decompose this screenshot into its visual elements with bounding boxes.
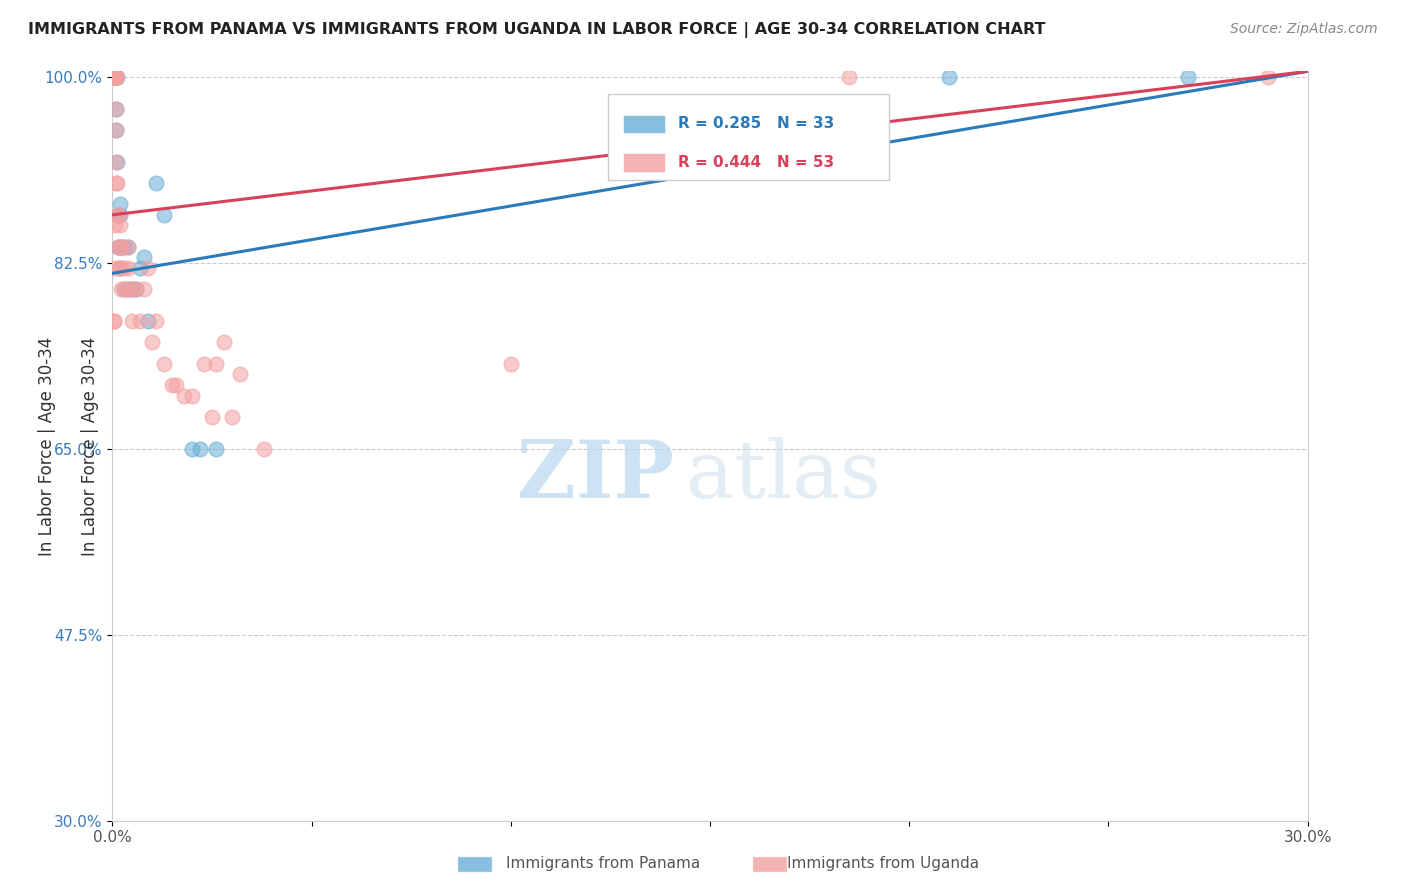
Point (103, 70, 125, 84)
Point (205, 357, 228, 371)
Point (145, 176, 167, 190)
Point (110, 219, 132, 233)
Point (110, 208, 132, 222)
Point (105, 70, 128, 84)
Text: IMMIGRANTS FROM PANAMA VS IMMIGRANTS FROM UGANDA IN LABOR FORCE | AGE 30-34 CORR: IMMIGRANTS FROM PANAMA VS IMMIGRANTS FRO… (28, 22, 1046, 38)
Point (121, 282, 143, 296)
Point (193, 357, 215, 371)
FancyBboxPatch shape (623, 153, 665, 172)
Point (114, 260, 135, 275)
Point (107, 240, 129, 254)
Point (110, 260, 132, 275)
Point (105, 70, 128, 84)
Point (105, 176, 128, 190)
Point (111, 240, 134, 254)
Point (110, 240, 132, 254)
Point (165, 377, 187, 392)
Point (104, 70, 127, 84)
Point (162, 377, 183, 392)
Point (938, 70, 960, 84)
Text: In Labor Force | Age 30-34: In Labor Force | Age 30-34 (38, 336, 56, 556)
Point (104, 219, 127, 233)
Point (103, 314, 125, 328)
Text: Immigrants from Uganda: Immigrants from Uganda (787, 856, 980, 871)
Text: Source: ZipAtlas.com: Source: ZipAtlas.com (1230, 22, 1378, 37)
Point (107, 208, 129, 222)
Point (205, 442, 228, 456)
Point (181, 442, 204, 456)
Point (105, 70, 128, 84)
Point (1257, 70, 1279, 84)
Point (105, 123, 128, 137)
Point (212, 335, 235, 350)
Point (114, 282, 135, 296)
Point (107, 208, 129, 222)
Point (103, 70, 125, 84)
Point (108, 260, 131, 275)
Point (105, 70, 128, 84)
Y-axis label: In Labor Force | Age 30-34: In Labor Force | Age 30-34 (80, 336, 98, 556)
Point (153, 357, 176, 371)
Point (134, 251, 156, 265)
Point (105, 154, 128, 169)
Point (105, 102, 128, 116)
Point (105, 70, 128, 84)
Text: R = 0.444   N = 53: R = 0.444 N = 53 (678, 155, 834, 170)
Point (105, 70, 128, 84)
Point (105, 70, 128, 84)
Point (105, 70, 128, 84)
Point (121, 282, 143, 296)
Point (499, 357, 522, 371)
Text: Immigrants from Panama: Immigrants from Panama (506, 856, 700, 871)
Point (188, 442, 211, 456)
Text: R = 0.285   N = 33: R = 0.285 N = 33 (678, 117, 834, 131)
Point (110, 260, 132, 275)
Point (838, 70, 860, 84)
Point (229, 368, 252, 382)
Point (201, 409, 224, 424)
Point (110, 282, 132, 296)
Point (134, 282, 156, 296)
Text: ZIP: ZIP (517, 437, 675, 515)
Point (111, 240, 134, 254)
Point (117, 260, 139, 275)
Point (129, 314, 152, 328)
Point (138, 314, 160, 328)
Point (129, 260, 152, 275)
Point (221, 409, 243, 424)
FancyBboxPatch shape (623, 115, 665, 134)
Point (108, 197, 131, 211)
Point (105, 123, 128, 137)
Point (253, 442, 276, 456)
Point (114, 240, 135, 254)
Point (153, 208, 176, 222)
Point (117, 240, 139, 254)
Point (145, 314, 167, 328)
Point (141, 335, 163, 350)
Point (105, 70, 128, 84)
Point (181, 388, 204, 402)
Text: atlas: atlas (686, 437, 882, 515)
Point (138, 260, 160, 275)
Point (173, 388, 195, 402)
Point (107, 240, 129, 254)
Point (117, 282, 139, 296)
Point (117, 282, 139, 296)
Point (105, 70, 128, 84)
Point (121, 314, 143, 328)
Point (114, 282, 135, 296)
Point (117, 240, 139, 254)
Point (105, 102, 128, 116)
FancyBboxPatch shape (609, 94, 889, 180)
Point (107, 208, 129, 222)
Point (104, 176, 127, 190)
Point (103, 260, 125, 275)
Point (125, 282, 148, 296)
Point (110, 240, 132, 254)
Point (105, 70, 128, 84)
Point (125, 282, 148, 296)
Point (1177, 70, 1199, 84)
Point (103, 314, 125, 328)
Point (105, 154, 128, 169)
